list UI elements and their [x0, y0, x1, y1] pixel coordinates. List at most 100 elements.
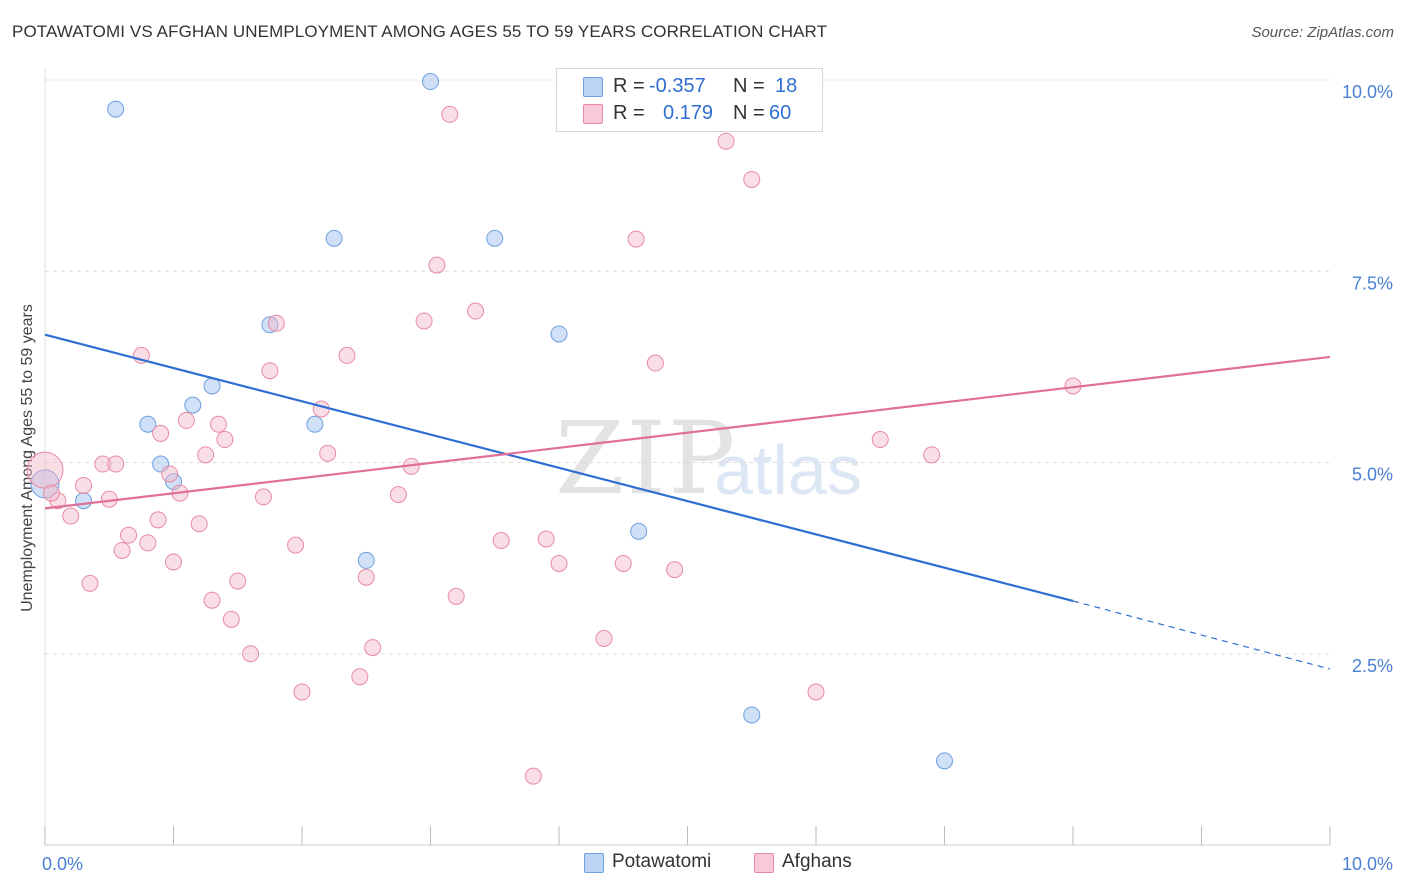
- afghans-point: [319, 444, 337, 462]
- potawatomi-point: [422, 73, 439, 91]
- afghans-point: [537, 530, 555, 548]
- potawatomi-point: [486, 229, 504, 247]
- potawatomi-trend-extension: [1072, 600, 1331, 670]
- y-tick-label: 7.5%: [1352, 273, 1393, 293]
- trend-lines: [44, 333, 1331, 670]
- afghans-point: [62, 507, 80, 525]
- afghans-point: [666, 561, 684, 579]
- potawatomi-point: [306, 415, 324, 433]
- potawatomi-point: [357, 551, 375, 569]
- afghans-point: [550, 554, 568, 572]
- afghans-point: [120, 526, 138, 544]
- afghans-point: [287, 536, 305, 554]
- bottom-legend-label-afghans: Afghans: [782, 851, 852, 872]
- afghans-point: [338, 346, 356, 364]
- watermark-zip: ZIP: [555, 400, 738, 517]
- afghans-point: [229, 572, 247, 590]
- afghans-point: [177, 411, 195, 429]
- afghans-point: [415, 312, 433, 330]
- legend-row-afghans: R = 0.179 N = 60: [557, 100, 822, 128]
- legend-swatch-afghans: [583, 104, 603, 124]
- afghans-point: [524, 767, 542, 785]
- watermark-atlas: atlas: [714, 431, 862, 509]
- afghans-point: [216, 431, 234, 449]
- afghans-point: [357, 568, 375, 586]
- gridlines: [45, 79, 1330, 655]
- afghans-point: [293, 683, 311, 701]
- legend-r-value: 0.179: [663, 102, 714, 124]
- x-tick-label-min: 0.0%: [42, 854, 83, 874]
- potawatomi-point: [743, 706, 761, 724]
- afghans-point: [627, 230, 645, 248]
- afghans-point: [717, 132, 735, 150]
- afghans-point: [242, 645, 260, 663]
- afghans-point: [261, 362, 279, 380]
- potawatomi-point: [107, 100, 125, 118]
- y-tick-label: 10.0%: [1342, 82, 1393, 102]
- afghans-point: [197, 446, 215, 464]
- afghans-point: [871, 431, 889, 449]
- afghans-point: [203, 591, 221, 609]
- afghans-point: [267, 314, 285, 332]
- afghans-point: [441, 105, 459, 123]
- legend-n-value: 60: [769, 102, 792, 124]
- afghans-point: [923, 446, 941, 464]
- legend: R = -0.357 N = 18 R = 0.179 N = 60: [556, 68, 823, 132]
- source-label: Source: ZipAtlas.com: [1251, 24, 1394, 41]
- afghans-point: [254, 488, 272, 506]
- legend-r-label: R =: [613, 75, 645, 97]
- afghans-point: [312, 400, 330, 418]
- legend-n-label: N =: [733, 75, 765, 97]
- axes: [44, 68, 1331, 846]
- afghans-point: [139, 534, 157, 552]
- afghans-point: [113, 541, 131, 559]
- legend-row-potawatomi: R = -0.357 N = 18: [557, 73, 822, 101]
- y-tick-label: 2.5%: [1352, 656, 1393, 676]
- afghans-point: [94, 455, 112, 473]
- afghans-point: [165, 553, 182, 571]
- afghans-point: [807, 683, 825, 701]
- afghans-point: [149, 511, 167, 529]
- afghans-point: [447, 587, 465, 605]
- afghans-point: [646, 354, 664, 372]
- afghans-point: [743, 170, 761, 188]
- afghans-point: [389, 486, 407, 504]
- afghans-point: [614, 554, 632, 572]
- data-points: [26, 73, 1082, 785]
- potawatomi-point: [325, 229, 343, 247]
- afghans-point: [42, 484, 60, 502]
- potawatomi-point: [630, 522, 648, 540]
- potawatomi-point: [75, 492, 93, 510]
- afghans-point: [466, 302, 484, 320]
- afghans-point: [161, 465, 179, 483]
- potawatomi-point: [184, 396, 202, 414]
- afghans-point: [209, 415, 227, 433]
- y-tick-label: 5.0%: [1352, 465, 1393, 485]
- afghans-point: [152, 424, 170, 442]
- legend-r-value: -0.357: [649, 75, 706, 97]
- afghans-trend-line: [44, 355, 1331, 510]
- afghans-point: [75, 476, 93, 494]
- afghans-point: [364, 639, 382, 657]
- legend-n-label: N =: [733, 102, 765, 124]
- bottom-legend-swatch-potawatomi: [584, 853, 604, 873]
- x-tick-label-max: 10.0%: [1342, 854, 1393, 874]
- potawatomi-point: [261, 316, 279, 334]
- chart-title: POTAWATOMI VS AFGHAN UNEMPLOYMENT AMONG …: [12, 22, 828, 41]
- potawatomi-point: [139, 415, 157, 433]
- afghans-point: [222, 610, 240, 628]
- legend-r-label: R =: [613, 102, 645, 124]
- afghans-point: [351, 668, 369, 686]
- potawatomi-point: [550, 325, 568, 343]
- afghans-point: [81, 574, 99, 592]
- bottom-legend-label-potawatomi: Potawatomi: [612, 851, 712, 872]
- afghans-point: [428, 256, 446, 274]
- potawatomi-point: [936, 752, 953, 770]
- legend-swatch-potawatomi: [583, 77, 603, 97]
- afghans-point: [190, 515, 208, 533]
- afghans-point: [26, 451, 64, 489]
- afghans-point: [107, 455, 125, 473]
- potawatomi-trend-line: [44, 333, 1074, 603]
- afghans-point: [492, 532, 510, 550]
